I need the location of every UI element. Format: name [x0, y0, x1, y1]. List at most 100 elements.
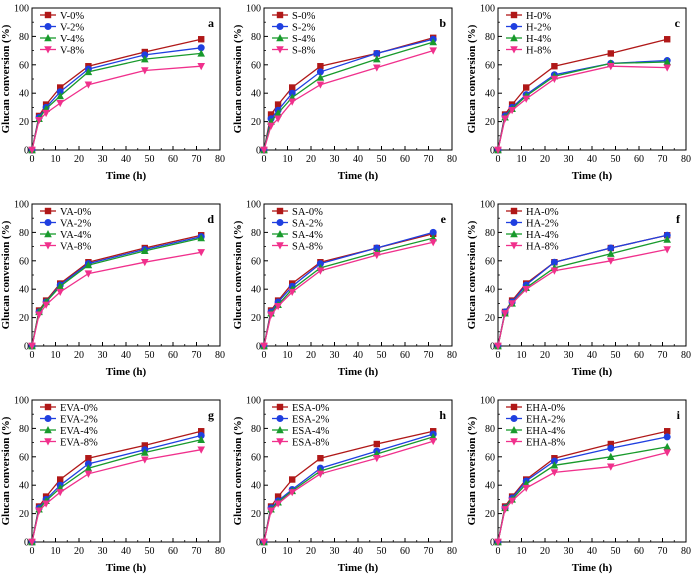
data-point	[197, 435, 205, 443]
x-tick-label: 60	[400, 350, 410, 361]
series-H-2%	[494, 57, 671, 154]
series-line	[497, 61, 668, 151]
x-tick-label: 50	[377, 350, 387, 361]
y-tick-label: 60	[251, 452, 261, 463]
data-point	[197, 234, 205, 242]
y-tick-label: 20	[19, 313, 29, 324]
x-tick-label: 70	[192, 154, 202, 165]
data-point	[141, 448, 149, 456]
series-H-0%	[494, 36, 671, 154]
data-point	[522, 95, 530, 103]
legend-marker	[276, 403, 284, 411]
legend-marker	[510, 242, 518, 250]
chart-panel-b: 0 10 20 30 40 50 60 70 80 0 20 40 60 80 100 Time (h) Glu…	[232, 4, 457, 183]
data-point	[260, 146, 268, 154]
y-tick-label: 20	[485, 313, 495, 324]
data-point	[373, 49, 381, 57]
legend-marker	[510, 426, 518, 434]
series-HA-8%	[494, 246, 671, 350]
data-point	[317, 63, 324, 70]
data-point	[607, 452, 615, 460]
y-tick-label: 0	[256, 342, 261, 353]
data-point	[550, 469, 559, 477]
data-point	[260, 538, 268, 546]
series-HA-2%	[494, 231, 671, 350]
legend-marker	[276, 34, 284, 42]
legend-label: VA-2%	[60, 218, 92, 229]
legend-label: HA-0%	[526, 207, 559, 218]
x-tick-label: 80	[681, 350, 691, 361]
x-axis-title: Time (h)	[338, 562, 379, 574]
x-tick-label: 20	[540, 546, 550, 557]
y-tick-label: 0	[490, 538, 495, 549]
y-tick-label: 80	[485, 32, 495, 43]
data-point	[267, 111, 275, 118]
data-point	[84, 470, 93, 478]
series-line	[497, 451, 668, 543]
y-axis-title: Glucan conversion (%)	[232, 416, 244, 525]
data-point	[35, 311, 43, 319]
x-axis-title: Time (h)	[338, 170, 379, 182]
x-tick-label: 80	[215, 154, 225, 165]
legend-label: V-8%	[60, 45, 84, 56]
legend-label: VA-4%	[60, 230, 92, 241]
y-tick-label: 40	[19, 481, 29, 492]
legend-marker	[44, 11, 52, 19]
x-tick-label: 60	[634, 154, 644, 165]
data-point	[56, 489, 64, 497]
series-ESA-8%	[260, 437, 437, 546]
x-tick-label: 50	[611, 350, 621, 361]
data-point	[663, 235, 671, 243]
x-tick-label: 60	[634, 350, 644, 361]
x-tick-label: 40	[587, 154, 597, 165]
legend-marker	[276, 230, 284, 238]
y-tick-label: 40	[251, 89, 261, 100]
data-point	[84, 460, 92, 468]
y-tick-label: 100	[14, 396, 29, 407]
panel-label: c	[675, 16, 681, 30]
x-tick-label: 80	[215, 546, 225, 557]
data-point	[429, 437, 437, 446]
data-point	[289, 476, 296, 483]
series-line	[31, 449, 202, 543]
x-tick-label: 70	[658, 350, 668, 361]
x-tick-label: 70	[192, 350, 202, 361]
x-tick-label: 80	[681, 546, 691, 557]
data-point	[141, 259, 149, 267]
x-tick-label: 50	[377, 546, 387, 557]
data-point	[508, 497, 516, 505]
data-point	[607, 63, 615, 71]
panel-label: e	[441, 212, 447, 226]
panel-label: d	[207, 212, 214, 226]
data-point	[42, 500, 50, 508]
y-tick-label: 0	[24, 342, 29, 353]
y-axis-title: Glucan conversion (%)	[0, 416, 12, 525]
x-tick-label: 30	[330, 350, 340, 361]
data-point	[494, 538, 502, 546]
y-tick-label: 80	[251, 228, 261, 239]
data-point	[28, 342, 36, 350]
y-axis-title: Glucan conversion (%)	[232, 220, 244, 329]
data-point	[56, 88, 64, 96]
y-tick-label: 80	[485, 424, 495, 435]
x-tick-label: 30	[564, 350, 574, 361]
legend-label: SA-2%	[292, 218, 323, 229]
y-tick-label: 60	[251, 256, 261, 267]
data-point	[141, 51, 149, 59]
legend-label: VA-8%	[60, 241, 92, 252]
x-tick-label: 20	[540, 350, 550, 361]
legend-marker	[276, 438, 284, 446]
data-point	[197, 49, 205, 57]
x-tick-label: 40	[353, 154, 363, 165]
data-point	[197, 249, 205, 257]
x-tick-label: 60	[400, 154, 410, 165]
data-point	[197, 44, 205, 52]
x-tick-label: 30	[564, 154, 574, 165]
data-point	[56, 92, 64, 100]
data-point	[35, 507, 43, 515]
x-tick-label: 0	[30, 350, 35, 361]
series-line	[31, 237, 202, 347]
legend-marker	[510, 403, 518, 411]
series-S-0%	[260, 34, 437, 154]
data-point	[607, 244, 615, 252]
